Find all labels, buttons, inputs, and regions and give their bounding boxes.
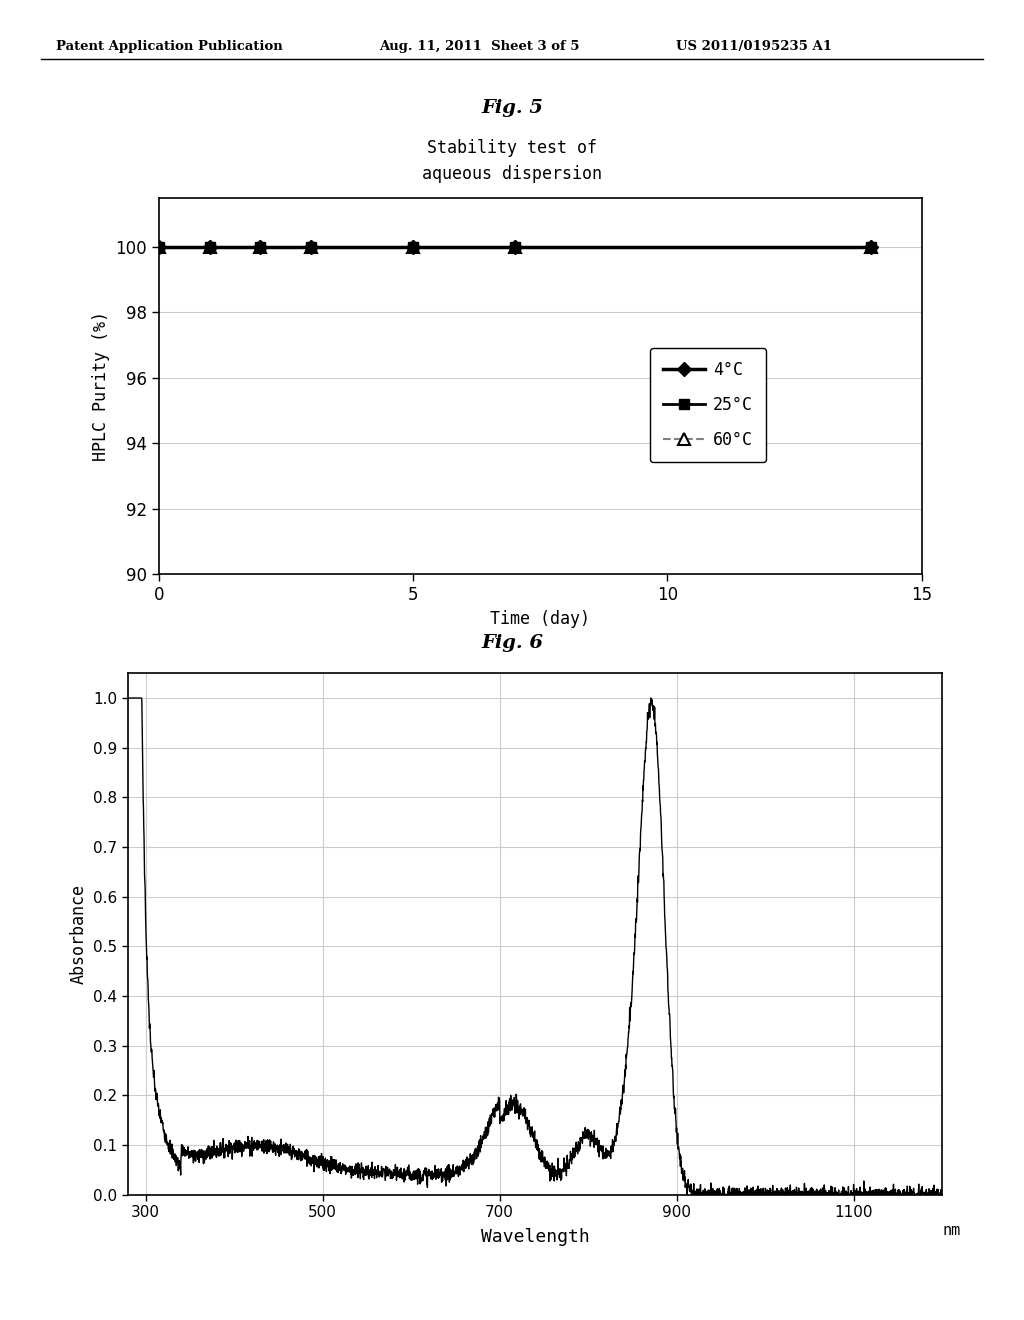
Text: US 2011/0195235 A1: US 2011/0195235 A1 [676,40,831,53]
Text: Aug. 11, 2011  Sheet 3 of 5: Aug. 11, 2011 Sheet 3 of 5 [379,40,580,53]
Text: Patent Application Publication: Patent Application Publication [56,40,283,53]
Text: nm: nm [942,1224,961,1238]
Y-axis label: Absorbance: Absorbance [70,884,88,983]
Text: Fig. 6: Fig. 6 [481,634,543,652]
Y-axis label: HPLC Purity (%): HPLC Purity (%) [92,312,110,461]
Legend: 4°C, 25°C, 60°C: 4°C, 25°C, 60°C [649,348,766,462]
Text: Stability test of
aqueous dispersion: Stability test of aqueous dispersion [422,139,602,183]
X-axis label: Wavelength: Wavelength [480,1229,590,1246]
X-axis label: Time (day): Time (day) [490,610,590,627]
Text: Fig. 5: Fig. 5 [481,99,543,117]
